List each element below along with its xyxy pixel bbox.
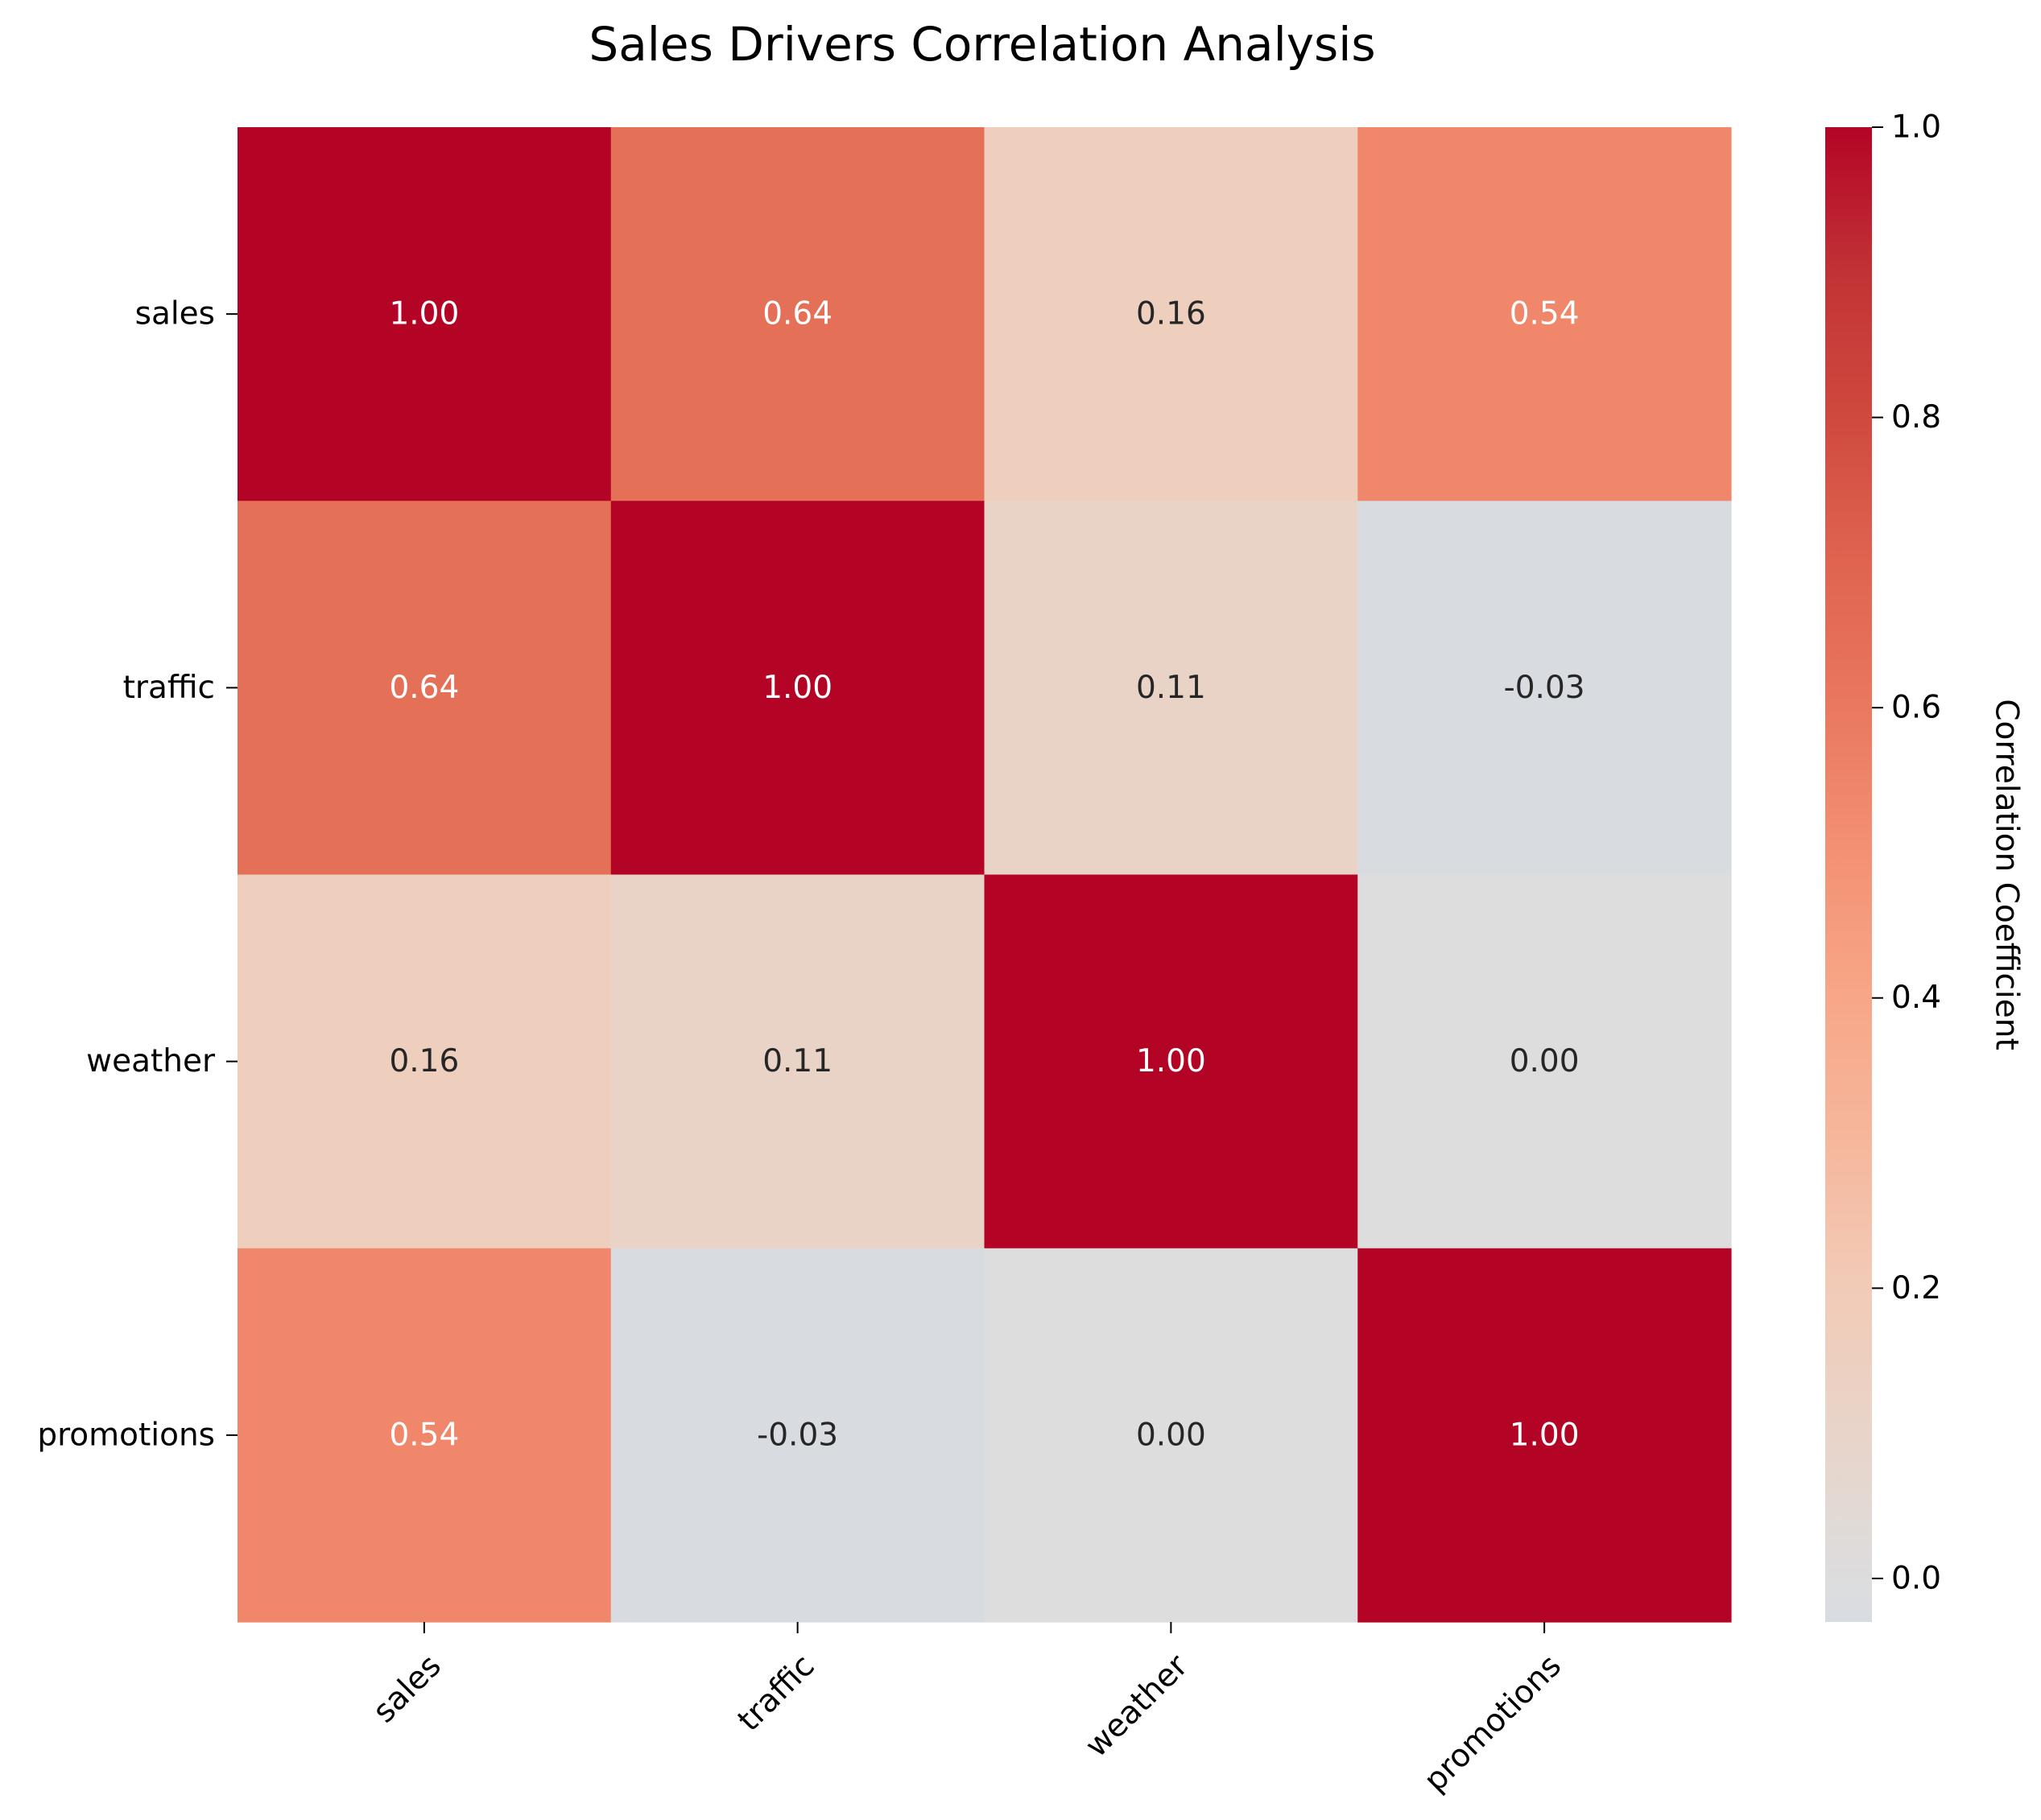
colorbar [1825, 127, 1872, 1622]
heatmap-cell [610, 127, 985, 501]
heatmap-cell [238, 874, 612, 1249]
cell-annotation: 0.64 [389, 670, 459, 706]
cell-annotation: -0.03 [757, 1417, 838, 1453]
heatmap-cell [984, 874, 1358, 1249]
cell-annotation: 0.11 [1136, 670, 1206, 706]
heatmap-cell [238, 1248, 612, 1623]
colorbar-tick-label: 1.0 [1891, 109, 1941, 146]
heatmap-cell [1357, 501, 1732, 876]
heatmap-cell [610, 1248, 985, 1623]
cell-annotation: -0.03 [1504, 670, 1585, 706]
cell-annotation: 0.54 [1510, 296, 1580, 332]
y-axis-ticks: sales traffic weather promotions [37, 296, 238, 1453]
colorbar-tick-label: 0.6 [1891, 690, 1941, 726]
heatmap-cells: 1.00 0.64 0.16 0.54 0.64 1.00 0.11 -0.03 0.16 0.1… [238, 127, 1732, 1623]
colorbar-tick-label: 0.8 [1891, 399, 1941, 435]
cell-annotation: 1.00 [762, 670, 833, 706]
cell-annotation: 0.54 [389, 1417, 459, 1453]
y-tick-label: sales [135, 296, 215, 332]
heatmap-cell [984, 127, 1358, 501]
y-tick-label: promotions [37, 1417, 215, 1453]
cell-annotation: 0.16 [1136, 296, 1206, 332]
colorbar-ticks: 0.0 0.2 0.4 0.6 0.8 1.0 [1872, 109, 1941, 1596]
chart-title: Sales Drivers Correlation Analysis [589, 17, 1375, 72]
colorbar-tick-label: 0.2 [1891, 1270, 1941, 1306]
colorbar-label: Correlation Coefficient [1989, 699, 2025, 1050]
heatmap-cell [1357, 1248, 1732, 1623]
cell-annotation: 1.00 [389, 296, 459, 332]
cell-annotation: 0.64 [762, 296, 833, 332]
cell-annotation: 0.00 [1510, 1043, 1580, 1079]
cell-annotation: 1.00 [1510, 1417, 1580, 1453]
y-tick-label: weather [86, 1043, 216, 1079]
heatmap-cell [238, 501, 612, 876]
cell-annotation: 0.16 [389, 1043, 459, 1079]
colorbar-tick-label: 0.0 [1891, 1560, 1941, 1596]
cell-annotation: 1.00 [1136, 1043, 1206, 1079]
heatmap-cell [984, 1248, 1358, 1623]
cell-annotation: 0.11 [762, 1043, 833, 1079]
colorbar-tick-label: 0.4 [1891, 980, 1941, 1016]
heatmap-cell [1357, 127, 1732, 501]
y-tick-label: traffic [123, 670, 215, 706]
heatmap-cell [610, 874, 985, 1249]
cell-annotation: 0.00 [1136, 1417, 1206, 1453]
heatmap-cell [1357, 874, 1732, 1249]
heatmap-cell [238, 127, 612, 501]
heatmap-cell [610, 501, 985, 876]
heatmap-cell [984, 501, 1358, 876]
